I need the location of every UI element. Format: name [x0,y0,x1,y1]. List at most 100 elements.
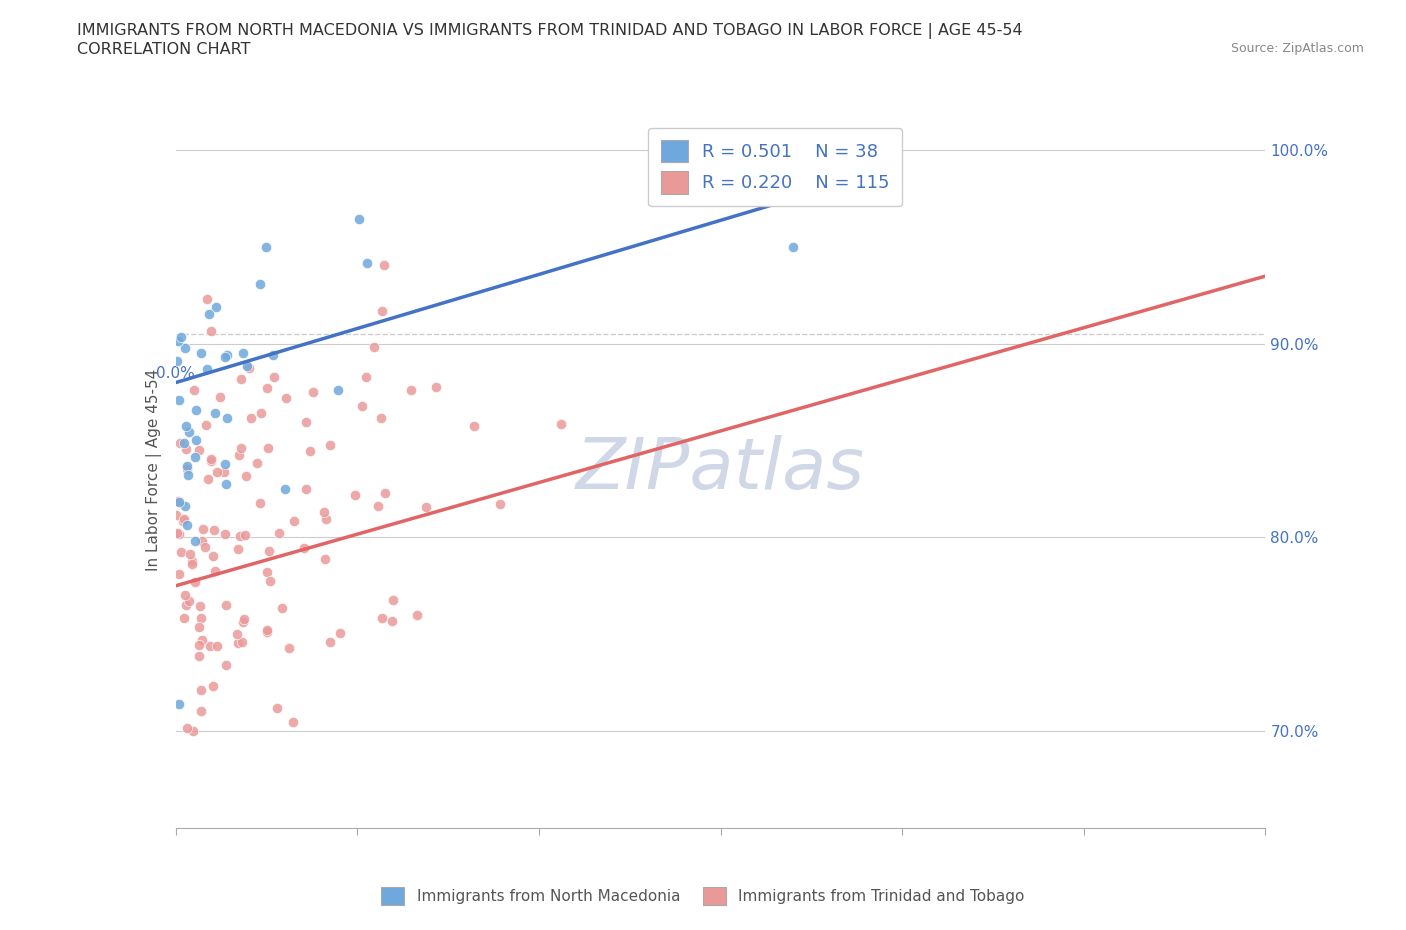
Point [214,349,236,364]
Point [349,211,371,226]
Point [184,402,207,417]
Point [415,499,437,514]
Point [176,720,198,735]
Point [250,405,273,420]
Point [314,552,336,567]
Point [425,379,447,394]
Point [200,324,222,339]
Point [356,369,378,384]
Point [198,639,221,654]
Point [214,456,236,471]
Point [259,574,281,589]
Point [292,540,315,555]
Point [274,391,297,405]
Point [315,512,337,526]
Point [236,359,259,374]
Point [170,329,193,344]
Point [169,697,191,711]
Point [204,563,226,578]
Point [190,610,212,625]
Point [363,339,385,354]
Text: IMMIGRANTS FROM NORTH MACEDONIA VS IMMIGRANTS FROM TRINIDAD AND TOBAGO IN LABOR : IMMIGRANTS FROM NORTH MACEDONIA VS IMMIG… [77,23,1024,39]
Point [209,390,232,405]
Point [177,467,200,482]
Point [371,304,394,319]
Point [356,256,378,271]
Point [172,513,194,528]
Point [262,348,284,363]
Point [283,714,305,729]
Point [302,385,325,400]
Point [167,392,190,407]
Point [225,627,247,642]
Point [202,679,225,694]
Point [183,450,205,465]
Point [187,638,209,653]
Point [183,382,205,397]
Point [256,441,278,456]
Point [283,513,305,528]
Point [232,346,254,361]
Point [200,454,222,469]
Point [173,512,195,527]
Point [319,634,342,649]
Point [191,521,214,536]
Point [266,701,288,716]
Point [257,543,280,558]
Point [215,477,238,492]
Point [278,641,301,656]
Point [174,442,197,457]
Point [174,418,197,433]
Y-axis label: In Labor Force | Age 45-54: In Labor Force | Age 45-54 [146,368,162,571]
Point [197,472,219,486]
Point [319,437,342,452]
Point [194,539,217,554]
Point [249,276,271,291]
Point [169,544,191,559]
Point [176,458,198,473]
Text: 0.0%: 0.0% [156,365,195,380]
Point [205,299,228,314]
Point [229,441,252,456]
Point [190,345,212,360]
Point [167,493,190,508]
Point [180,556,202,571]
Legend: Immigrants from North Macedonia, Immigrants from Trinidad and Tobago: Immigrants from North Macedonia, Immigra… [374,879,1032,913]
Point [214,526,236,541]
Point [256,565,278,579]
Point [298,444,321,458]
Point [188,620,211,635]
Point [215,410,238,425]
Point [249,496,271,511]
Point [226,541,249,556]
Point [550,417,572,432]
Point [228,447,250,462]
Point [373,258,395,272]
Point [350,399,373,414]
Point [274,481,297,496]
Point [179,547,201,562]
Point [367,498,389,513]
Point [188,442,211,457]
Point [374,485,396,500]
Point [271,600,294,615]
Point [381,614,404,629]
Point [381,592,404,607]
Point [215,598,238,613]
Point [191,632,214,647]
Point [181,724,204,738]
Point [295,482,318,497]
Point [246,456,269,471]
Point [173,610,195,625]
Point [176,461,198,476]
Point [235,469,257,484]
Point [238,361,260,376]
Point [198,307,221,322]
Point [254,239,277,254]
Point [176,597,198,612]
Point [167,334,190,349]
Point [463,418,485,433]
Point [205,464,228,479]
Point [328,626,350,641]
Point [173,435,195,450]
